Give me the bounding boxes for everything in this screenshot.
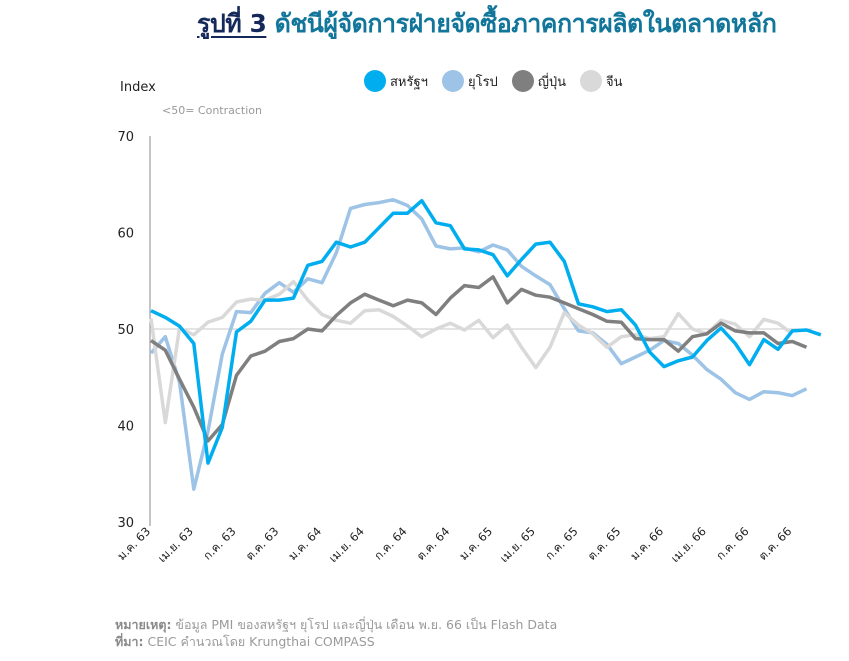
series-line-1 [149,279,794,425]
title-text: ดัชนีผู้จัดการฝ่ายจัดซื้อภาคการผลิตในตลา… [274,9,777,38]
footer-source: ที่มา: CEIC คำนวณโดย Krungthai COMPASS [115,634,375,649]
x-tick-label: ต.ค. 64 [414,524,453,563]
x-tick-label: ต.ค. 63 [243,524,282,563]
y-tick-label: 50 [117,323,134,338]
x-tick-label: ต.ค. 66 [756,524,795,563]
footer: หมายเหตุ: ข้อมูล PMI ของสหรัฐฯ ยุโรป และ… [115,616,557,650]
figure-number: รูปที่ 3 [197,9,267,38]
legend-item: จีน [580,70,623,92]
legend-label: จีน [606,74,623,90]
y-tick-label: 40 [117,420,134,435]
legend: สหรัฐฯ ยุโรป ญี่ปุ่น จีน [364,70,623,92]
x-tick-label: ต.ค. 65 [585,524,624,563]
legend-swatch-icon [580,70,603,92]
legend-item: สหรัฐฯ [364,70,428,92]
series-line-2 [150,275,808,443]
legend-label: สหรัฐฯ [390,74,428,90]
x-tick-label: เม.ย. 64 [326,524,367,565]
chart-title: รูปที่ 3 ดัชนีผู้จัดการฝ่ายจัดซื้อภาคการ… [197,4,777,44]
legend-swatch-icon [364,70,386,92]
x-tick-label: ม.ค. 66 [627,524,666,563]
x-tick-label: เม.ย. 65 [497,524,538,565]
x-tick-label: ม.ค. 65 [456,524,495,563]
series-line-3 [150,198,822,465]
legend-item: ญี่ปุ่น [511,70,567,92]
series-line-0 [149,197,808,491]
legend-label: ยุโรป [467,74,498,90]
footer-note: หมายเหตุ: ข้อมูล PMI ของสหรัฐฯ ยุโรป และ… [115,617,558,632]
legend-item: ยุโรป [441,70,498,92]
y-tick-label: 30 [117,516,134,531]
x-tick-label: ก.ค. 64 [371,524,409,562]
x-tick-label: เม.ย. 63 [155,524,196,565]
y-tick-label: 70 [117,130,134,145]
y-axis-label: Index [120,80,156,95]
legend-swatch-icon [441,70,464,92]
legend-label: ญี่ปุ่น [537,74,567,90]
x-tick-label: ม.ค. 64 [285,524,324,563]
x-tick-label: ก.ค. 63 [200,524,238,562]
x-tick-label: เม.ย. 66 [668,524,709,565]
y-tick-label: 60 [117,227,134,242]
x-tick-label: ก.ค. 66 [713,524,751,562]
x-tick-label: ก.ค. 65 [542,524,580,562]
legend-swatch-icon [511,70,534,92]
contraction-note: <50= Contraction [162,104,263,117]
